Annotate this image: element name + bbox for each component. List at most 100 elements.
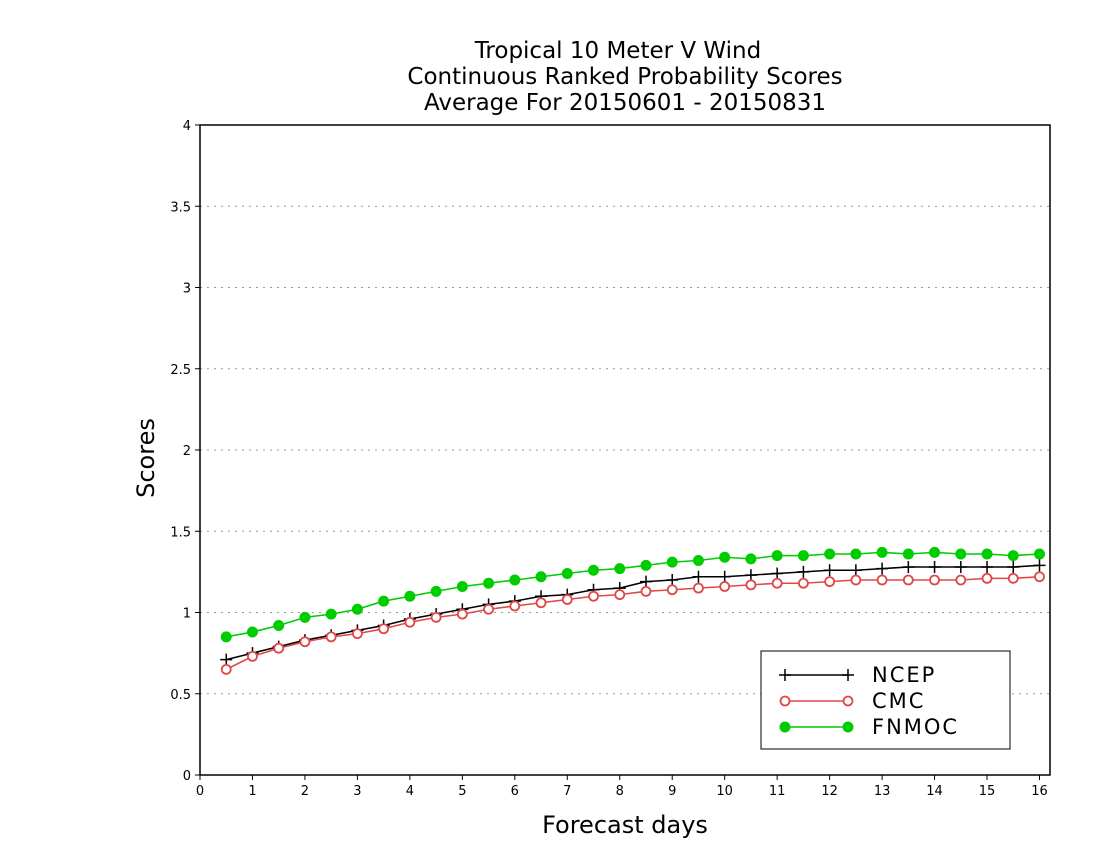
x-tick-label-3: 3	[353, 784, 361, 799]
point-fnmoc-5	[351, 603, 363, 615]
point-fnmoc-30	[1007, 550, 1019, 562]
point-cmc-9	[456, 608, 468, 620]
chart-title-line-2: Continuous Ranked Probability Scores	[407, 64, 842, 90]
point-cmc-18	[693, 582, 704, 594]
point-fnmoc-28	[955, 548, 967, 560]
chart-title-line-3: Average For 20150601 - 20150831	[424, 90, 826, 116]
point-fnmoc-1	[246, 626, 258, 638]
point-fnmoc-29	[981, 548, 993, 560]
point-cmc-4	[325, 631, 337, 643]
point-fnmoc-12	[535, 571, 547, 583]
point-cmc-2	[273, 642, 285, 654]
point-ncep-25	[876, 562, 889, 575]
x-axis-label: Forecast days	[542, 811, 708, 839]
point-fnmoc-13	[561, 568, 573, 579]
point-ncep-0	[220, 653, 233, 666]
x-axis: 0 1 2 3 4 5 6 7 8 9 10 11 12 13 14 15 16	[196, 775, 1048, 799]
y-tick-label-1: 0.5	[170, 688, 191, 703]
point-ncep-21	[771, 567, 784, 580]
point-fnmoc-18	[692, 555, 704, 566]
x-tick-label-12: 12	[821, 784, 838, 799]
legend: NCEP CMC FNMOC	[760, 650, 1011, 750]
chart-title-line-1: Tropical 10 Meter V Wind	[474, 38, 761, 64]
x-tick-label-6: 6	[511, 784, 519, 799]
point-ncep-29	[981, 561, 994, 573]
legend-marker-cmc-end	[842, 695, 854, 707]
legend-label-fnmoc: FNMOC	[872, 715, 959, 739]
point-cmc-20	[745, 579, 757, 591]
point-ncep-19	[718, 570, 731, 583]
point-cmc-3	[299, 636, 311, 648]
x-tick-label-4: 4	[406, 784, 414, 799]
point-cmc-1	[247, 650, 258, 662]
y-tick-label-7: 3.5	[170, 200, 191, 215]
point-fnmoc-4	[325, 608, 337, 620]
x-tick-label-13: 13	[874, 784, 891, 799]
point-fnmoc-21	[771, 550, 783, 562]
legend-label-cmc: CMC	[872, 689, 925, 713]
y-tick-label-2: 1	[183, 607, 191, 622]
y-tick-label-0: 0	[183, 769, 191, 784]
point-cmc-15	[614, 589, 626, 601]
x-tick-label-11: 11	[769, 784, 786, 799]
point-cmc-11	[509, 600, 521, 612]
x-tick-label-0: 0	[196, 784, 204, 799]
legend-box	[760, 650, 1011, 750]
point-fnmoc-27	[929, 546, 941, 558]
point-ncep-28	[954, 561, 967, 573]
point-fnmoc-25	[876, 546, 888, 558]
y-axis: 0 0.5 1 1.5 2 2.5 3 3.5 4	[170, 119, 200, 784]
point-cmc-0	[220, 663, 232, 675]
point-fnmoc-7	[404, 590, 416, 602]
point-cmc-21	[771, 577, 783, 589]
point-fnmoc-2	[273, 620, 285, 631]
point-cmc-29	[981, 572, 993, 584]
point-ncep-22	[797, 565, 810, 578]
point-cmc-30	[1007, 572, 1019, 584]
legend-marker-fnmoc-end	[842, 721, 854, 733]
point-cmc-17	[666, 584, 678, 596]
y-axis-label: Scores	[132, 418, 160, 498]
x-tick-label-14: 14	[926, 784, 943, 799]
point-fnmoc-8	[430, 585, 442, 597]
point-fnmoc-24	[850, 548, 862, 560]
legend-marker-ncep-start	[779, 669, 791, 681]
legend-marker-ncep-end	[842, 669, 854, 681]
series-layer	[220, 546, 1046, 675]
point-ncep-20	[744, 569, 757, 582]
point-cmc-10	[483, 603, 494, 615]
point-fnmoc-3	[299, 611, 311, 623]
point-cmc-8	[430, 611, 442, 623]
x-tick-label-16: 16	[1031, 784, 1048, 799]
point-fnmoc-19	[719, 551, 731, 563]
x-tick-label-7: 7	[563, 784, 571, 799]
x-tick-label-5: 5	[458, 784, 466, 799]
legend-marker-fnmoc-start	[779, 721, 791, 733]
legend-label-ncep: NCEP	[872, 663, 936, 687]
point-fnmoc-16	[640, 559, 652, 571]
point-fnmoc-26	[902, 548, 914, 560]
point-cmc-25	[876, 574, 888, 586]
point-cmc-27	[929, 574, 940, 586]
point-fnmoc-20	[745, 553, 757, 565]
point-fnmoc-6	[378, 595, 390, 607]
gridlines	[200, 205, 1050, 695]
point-fnmoc-14	[588, 564, 600, 576]
point-cmc-22	[797, 577, 809, 589]
point-fnmoc-31	[1034, 548, 1046, 560]
point-fnmoc-11	[509, 574, 521, 586]
point-ncep-16	[639, 575, 652, 588]
point-cmc-13	[561, 594, 573, 605]
x-tick-label-8: 8	[616, 784, 624, 799]
point-fnmoc-15	[614, 563, 626, 575]
point-cmc-26	[902, 574, 914, 586]
point-cmc-14	[588, 590, 599, 602]
point-ncep-23	[823, 564, 836, 577]
y-tick-label-8: 4	[183, 119, 191, 134]
series-fnmoc	[220, 546, 1046, 643]
point-fnmoc-17	[666, 556, 678, 568]
point-cmc-7	[404, 616, 416, 628]
point-cmc-19	[719, 581, 731, 592]
point-fnmoc-0	[220, 631, 232, 643]
